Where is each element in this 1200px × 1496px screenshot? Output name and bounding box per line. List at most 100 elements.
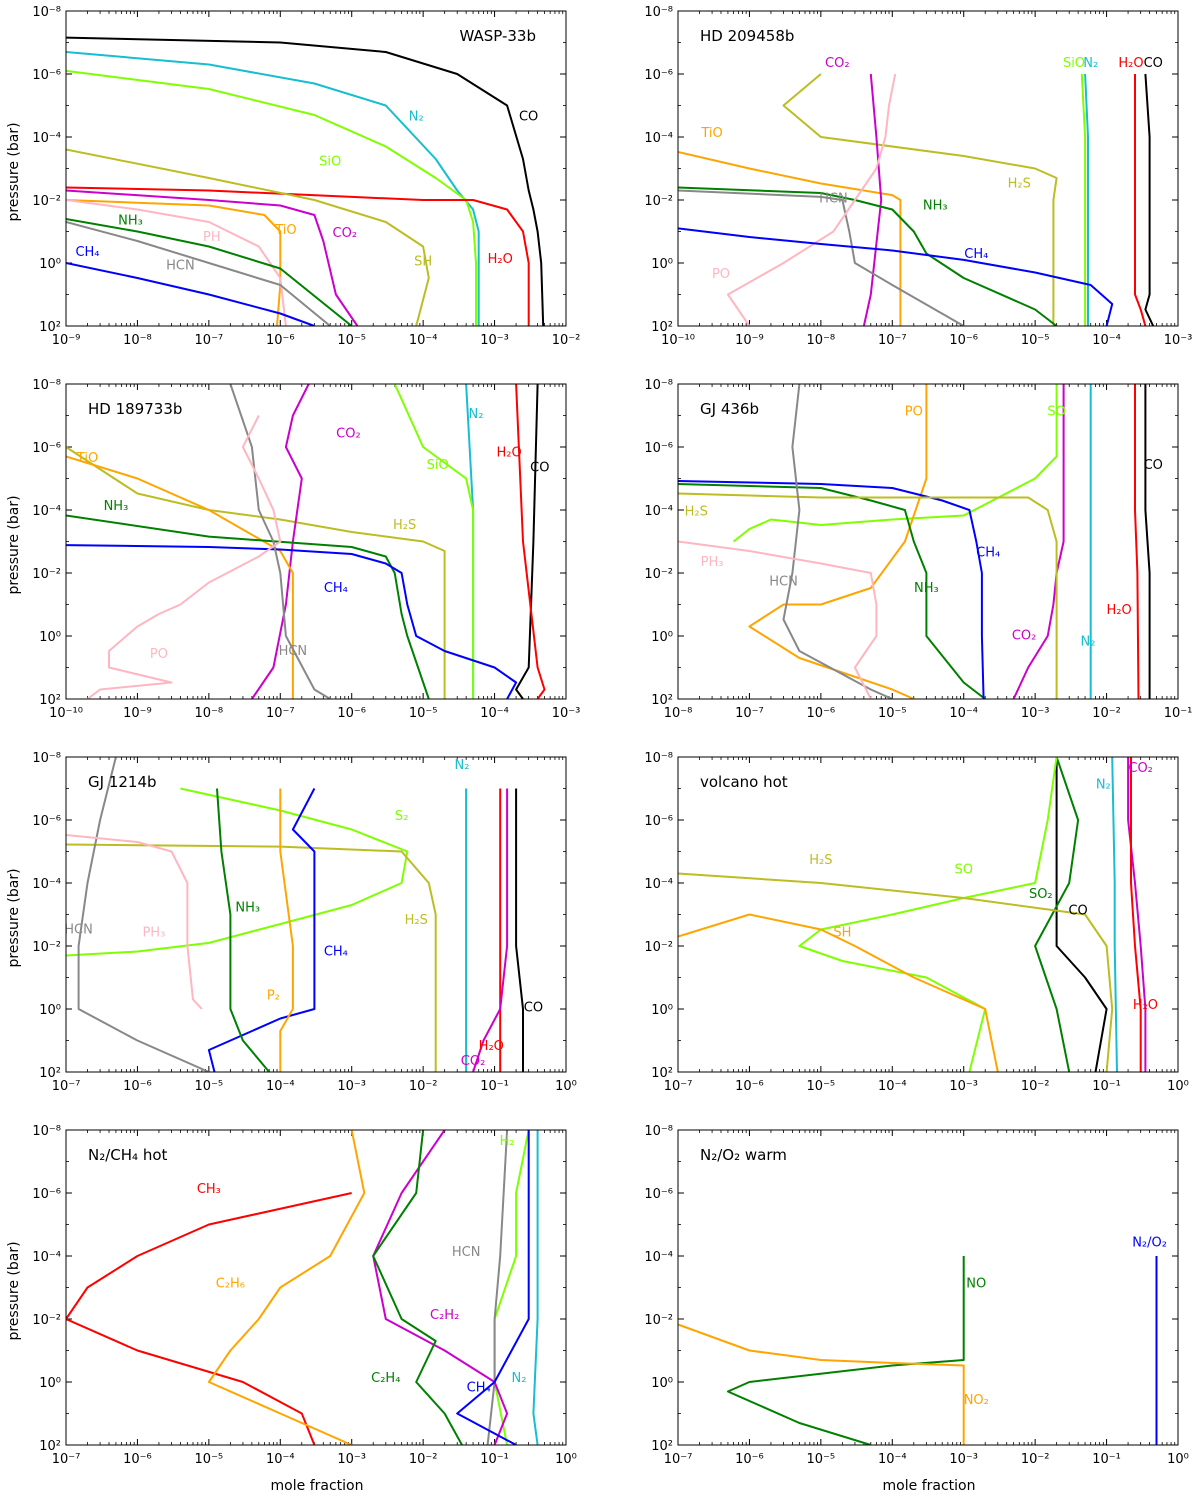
series-label: CH₄ [976, 546, 1000, 561]
series-label: NH₃ [914, 581, 939, 596]
series-label: S₂ [395, 809, 408, 824]
series-line-H₂S [66, 446, 446, 699]
x-tick-label: 10⁻⁵ [1021, 333, 1050, 348]
x-tick-label: 10⁻⁷ [52, 1079, 81, 1094]
plot-frame [677, 383, 1179, 700]
series-line-NH₃ [216, 788, 270, 1072]
series-line-CO [515, 788, 524, 1072]
plot-frame [677, 10, 1179, 327]
series-label: PO [905, 405, 923, 420]
series-line-CO [1144, 73, 1155, 326]
series-line-N₂ [1084, 73, 1089, 326]
x-tick-label: 10⁻² [1092, 706, 1121, 721]
y-tick-label: 10⁻² [32, 194, 61, 209]
y-tick-label: 10⁰ [39, 1376, 61, 1391]
series-line-SH [678, 913, 999, 1072]
series-label: SiO [319, 154, 341, 169]
x-tick-label: 10⁻⁷ [195, 333, 224, 348]
x-tick-label: 10⁻⁵ [807, 1079, 836, 1094]
x-tick-label: 10⁻⁷ [52, 1452, 81, 1467]
x-tick-label: 10⁻⁵ [337, 333, 366, 348]
series-label: HCN [452, 1245, 481, 1260]
y-tick-label: 10⁰ [39, 1003, 61, 1018]
y-tick-label: 10² [651, 320, 673, 335]
y-axis-label-row1: pressure (bar) [6, 122, 22, 221]
series-group [66, 384, 546, 699]
y-tick-label: 10⁰ [39, 630, 61, 645]
x-tick-label: 10⁻² [1021, 1079, 1050, 1094]
plot-frame [65, 10, 567, 327]
x-tick-label: 10⁻⁷ [878, 333, 907, 348]
x-tick-label: 10⁰ [555, 1079, 577, 1094]
y-tick-label: 10⁻⁸ [32, 751, 61, 766]
series-line-SiO [393, 384, 475, 699]
series-label: H₂S [1008, 176, 1031, 191]
y-tick-label: 10⁰ [39, 257, 61, 272]
y-tick-label: 10⁻⁸ [32, 1124, 61, 1139]
plot-frame [677, 1129, 1179, 1446]
x-tick-label: 10⁻³ [337, 1452, 366, 1467]
y-tick-label: 10⁻⁸ [644, 5, 673, 20]
series-label: CO [530, 461, 549, 476]
x-tick-label: 10⁻⁷ [735, 706, 764, 721]
panel-7: 10⁻⁷ 10⁻⁶ 10⁻⁵ 10⁻⁴ 10⁻³ 10⁻² 10⁻¹ 10⁰ 10⁻⁸ 10⁻⁶ 1… [32, 1124, 577, 1467]
y-tick-label: 10⁻⁴ [644, 131, 673, 146]
y-tick-label: 10⁻² [32, 1313, 61, 1328]
y-tick-label: 10⁻² [32, 940, 61, 955]
x-tick-label: 10⁻¹ [1164, 706, 1193, 721]
series-label: CH₄ [324, 581, 348, 596]
y-tick-label: 10⁻⁶ [644, 814, 673, 829]
y-tick-label: 10² [651, 1066, 673, 1081]
series-label: H₂S [809, 853, 832, 868]
series-line-NH₃ [66, 218, 353, 326]
series-label: PO [712, 267, 730, 282]
panel-1: 10⁻⁹ 10⁻⁸ 10⁻⁷ 10⁻⁶ 10⁻⁵ 10⁻⁴ 10⁻³ 10⁻² 10⁻⁸ 10⁻⁶… [32, 5, 580, 348]
y-tick-label: 10⁻⁴ [32, 877, 61, 892]
y-tick-label: 10² [651, 1439, 673, 1454]
series-label: SH [414, 254, 432, 269]
series-line-H₂O [1134, 74, 1147, 326]
series-label: N₂ [1081, 634, 1096, 649]
x-tick-label: 10⁻⁴ [878, 1452, 907, 1467]
series-line-CO [66, 36, 545, 326]
y-tick-label: 10⁻⁴ [644, 504, 673, 519]
series-line-NH₃ [66, 514, 430, 699]
series-line-PO [726, 73, 897, 326]
y-tick-label: 10⁻² [644, 567, 673, 582]
x-tick-label: 10⁻⁸ [123, 333, 152, 348]
series-line-HCN [782, 384, 893, 699]
x-tick-label: 10⁰ [1167, 1452, 1189, 1467]
series-line-HCN [486, 1130, 509, 1445]
series-line-PH₃ [66, 834, 203, 1010]
series-line-H₂O [515, 384, 546, 699]
y-tick-label: 10² [651, 693, 673, 708]
series-label: H₂S [685, 505, 708, 520]
series-label: HCN [769, 575, 798, 590]
series-label: CO [1068, 904, 1087, 919]
series-label: CO [1144, 458, 1163, 473]
series-label: NO₂ [964, 1393, 989, 1408]
y-tick-label: 10² [39, 1439, 61, 1454]
series-line-CH₄ [456, 1130, 530, 1445]
series-line-C₂H₄ [372, 1130, 463, 1445]
series-label: HCN [819, 191, 848, 206]
y-axis-label-row2: pressure (bar) [6, 495, 22, 594]
series-label: PH₃ [701, 555, 724, 570]
series-label: N₂ [512, 1371, 527, 1386]
series-label: H₂ [500, 1134, 515, 1149]
x-tick-label: 10⁻⁸ [807, 333, 836, 348]
series-label: CH₄ [324, 944, 348, 959]
panel-6: 10⁻⁷ 10⁻⁶ 10⁻⁵ 10⁻⁴ 10⁻³ 10⁻² 10⁻¹ 10⁰ 10⁻⁸ 10⁻⁶ 1… [644, 751, 1189, 1094]
x-tick-label: 10⁻⁶ [337, 706, 366, 721]
series-label: HCN [64, 922, 93, 937]
y-axis-label-row4: pressure (bar) [6, 1241, 22, 1340]
x-tick-label: 10⁻⁸ [664, 706, 693, 721]
series-label: CH₃ [197, 1182, 221, 1197]
x-tick-label: 10⁻¹⁰ [661, 333, 695, 348]
series-label: SiO [427, 458, 449, 473]
series-line-CO₂ [862, 73, 883, 326]
series-line-CO₂ [66, 189, 359, 326]
y-tick-label: 10² [39, 320, 61, 335]
x-tick-label: 10⁻² [409, 1452, 438, 1467]
y-tick-label: 10⁻² [644, 1313, 673, 1328]
